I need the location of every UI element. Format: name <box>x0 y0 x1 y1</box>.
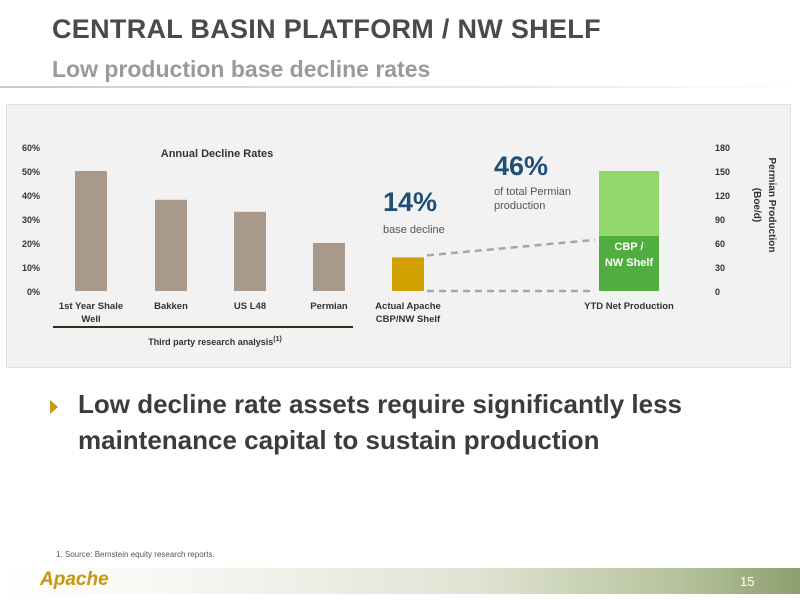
decline-rate-chart: Annual Decline Rates 0% 10% 20% 30% 40% 50% 60%… <box>22 143 777 347</box>
page-number: 15 <box>740 574 755 589</box>
bar-0 <box>75 171 107 291</box>
y-tick-label: 0% <box>27 287 40 297</box>
bar-other-permian <box>599 171 659 236</box>
footnote-marker: (1) <box>273 336 282 343</box>
y2-tick-label: 120 <box>715 191 730 201</box>
x-tick-label: Permian <box>310 301 348 312</box>
apache-logo: Apache <box>40 569 109 590</box>
slide-title: CENTRAL BASIN PLATFORM / NW SHELF <box>52 14 601 44</box>
bar-3 <box>313 243 345 291</box>
slide-subtitle: Low production base decline rates <box>52 56 431 82</box>
y-tick-label: 40% <box>22 191 40 201</box>
bar-cbp-nw-shelf <box>599 235 659 291</box>
bullet-arrow-icon <box>50 400 58 414</box>
y2-tick-label: 150 <box>715 167 730 177</box>
segment-label: NW Shelf <box>605 257 654 269</box>
y-tick-label: 10% <box>22 263 40 273</box>
bar-2 <box>234 211 266 291</box>
chart-panel: Annual Decline Rates 0% 10% 20% 30% 40% 50% 60%… <box>6 104 791 368</box>
y-tick-label: 50% <box>22 167 40 177</box>
x-tick-label: CBP/NW Shelf <box>376 314 441 325</box>
footer-bar <box>0 568 800 594</box>
x-tick-label: US L48 <box>234 301 266 312</box>
y2-axis-label: Permian Production <box>766 157 777 252</box>
y2-axis-label: (Boe/d) <box>751 188 762 222</box>
connector-line-top <box>426 238 596 257</box>
bar-apache-cbp <box>392 257 424 291</box>
callout-value: 14% <box>383 187 437 217</box>
title-divider <box>0 86 800 88</box>
y2-tick-label: 90 <box>715 215 725 225</box>
callout-value: 46% <box>494 151 548 181</box>
y2-tick-label: 0 <box>715 287 720 297</box>
footnote: 1. Source: Bernstein equity research rep… <box>56 550 215 559</box>
x-tick-label: Well <box>81 314 100 325</box>
x-tick-label: 1st Year Shale <box>59 301 123 312</box>
callout-text: of total Permian <box>494 186 571 198</box>
callout-text: base decline <box>383 224 445 236</box>
y-tick-label: 60% <box>22 143 40 153</box>
y-tick-label: 30% <box>22 215 40 225</box>
callout-text: production <box>494 200 545 212</box>
y-tick-label: 20% <box>22 239 40 249</box>
bullet-point: Low decline rate assets require signific… <box>78 389 683 455</box>
y2-tick-label: 60 <box>715 239 725 249</box>
chart-title: Annual Decline Rates <box>161 148 273 160</box>
bar-1 <box>155 199 187 291</box>
x-tick-label: Actual Apache <box>375 301 441 312</box>
group-label: Third party research analysis(1) <box>148 336 282 347</box>
y2-tick-label: 180 <box>715 143 730 153</box>
y2-tick-label: 30 <box>715 263 725 273</box>
segment-label: CBP / <box>614 241 643 253</box>
x-tick-label: YTD Net Production <box>584 301 674 312</box>
x-tick-label: Bakken <box>154 301 188 312</box>
